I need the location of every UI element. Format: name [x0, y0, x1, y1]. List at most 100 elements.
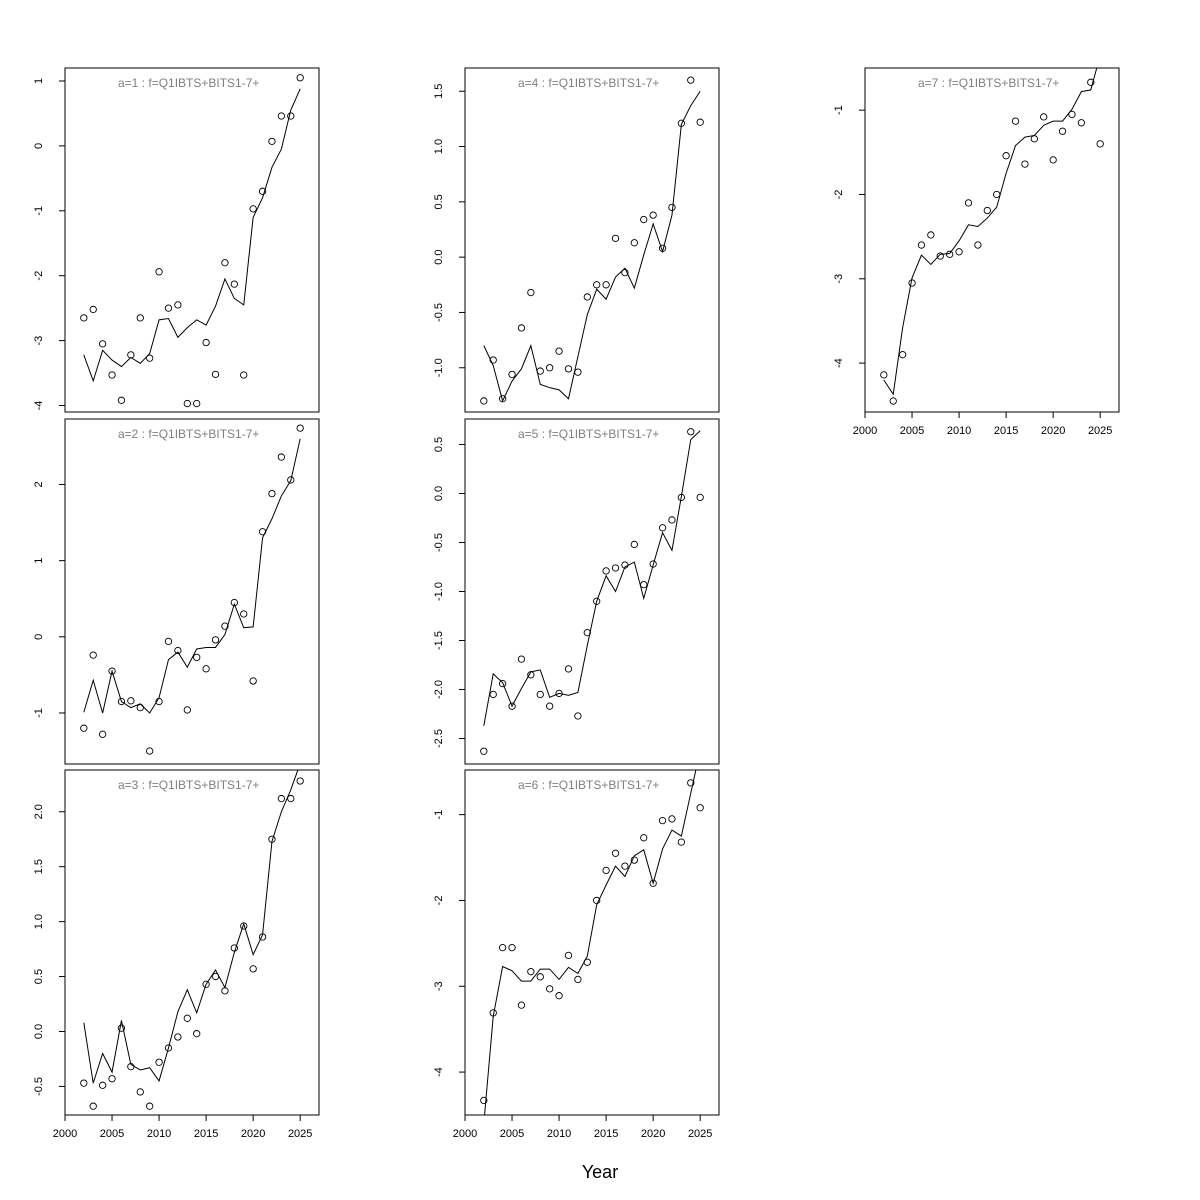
- observed-point: [480, 397, 488, 405]
- observed-point: [517, 1001, 526, 1009]
- observed-point: [1040, 113, 1048, 121]
- observed-point: [277, 794, 286, 803]
- observed-point: [687, 428, 695, 436]
- y-tick-label: -0.5: [433, 533, 445, 552]
- observed-point: [536, 690, 544, 699]
- observed-point: [668, 815, 676, 823]
- plot-area: [480, 428, 704, 755]
- observed-point: [993, 190, 1001, 199]
- observed-point: [287, 112, 295, 120]
- observed-point: [174, 646, 182, 655]
- x-tick-label: 2015: [194, 1128, 218, 1140]
- observed-point: [936, 252, 944, 260]
- panel-frame: [464, 67, 720, 413]
- y-tick-label: -2: [833, 190, 845, 200]
- plot-area: [480, 76, 704, 405]
- observed-point: [527, 968, 535, 976]
- observed-point: [1058, 127, 1067, 135]
- observed-point: [108, 1075, 116, 1083]
- y-tick-label: -1: [833, 105, 845, 115]
- fitted-line: [483, 430, 701, 726]
- observed-point: [658, 816, 667, 825]
- y-tick-label: -3: [833, 274, 845, 284]
- observed-point: [136, 314, 144, 322]
- observed-point: [174, 1033, 182, 1041]
- observed-point: [174, 301, 182, 309]
- observed-point: [668, 516, 676, 524]
- observed-point: [80, 724, 88, 732]
- y-tick-label: -2.5: [433, 729, 445, 748]
- observed-point: [287, 794, 295, 803]
- y-tick-label: 2.0: [33, 804, 45, 819]
- observed-point: [602, 567, 610, 575]
- observed-point: [1002, 152, 1010, 160]
- observed-point: [1011, 117, 1020, 125]
- panel-6: a=6 : f=Q1IBTS+BITS1-7+ -4 -3 -2 -1 2000 2005 2…: [433, 769, 720, 1140]
- observed-point: [677, 838, 686, 846]
- observed-point: [89, 651, 97, 659]
- x-tick-label: 2000: [853, 425, 877, 437]
- panel-4: a=4 : f=Q1IBTS+BITS1-7+ -1.0 -0.5 0.0 0.5 1.0…: [433, 67, 720, 413]
- observed-point: [296, 424, 304, 432]
- observed-point: [98, 340, 107, 348]
- plot-area: [480, 770, 704, 1115]
- observed-point: [668, 203, 676, 212]
- observed-point: [240, 610, 248, 618]
- x-tick-label: 2025: [688, 1128, 712, 1140]
- observed-point: [955, 248, 963, 256]
- y-tick-label: -2.0: [433, 680, 445, 699]
- observed-point: [108, 371, 116, 379]
- observed-point: [1087, 78, 1095, 86]
- observed-point: [574, 975, 582, 984]
- observed-point: [221, 259, 229, 267]
- observed-point: [983, 206, 991, 215]
- observed-point: [127, 697, 135, 705]
- observed-point: [1077, 119, 1086, 127]
- observed-point: [155, 1058, 163, 1066]
- observed-point: [202, 338, 210, 347]
- plot-area: [80, 424, 304, 755]
- observed-point: [80, 314, 88, 322]
- observed-point: [555, 992, 563, 1000]
- observed-point: [498, 679, 507, 688]
- plot-area: [80, 74, 304, 408]
- observed-point: [1021, 160, 1029, 168]
- y-tick-label: 0.5: [433, 437, 445, 452]
- y-tick-label: -3: [33, 336, 45, 346]
- y-tick-label: -2: [33, 271, 45, 281]
- observed-point: [211, 370, 220, 378]
- observed-point: [964, 199, 973, 207]
- fitted-line: [83, 770, 299, 1084]
- x-tick-label: 2005: [900, 425, 924, 437]
- observed-point: [108, 667, 116, 675]
- y-tick-label: -1.0: [433, 358, 445, 377]
- y-tick-label: 0.0: [433, 249, 445, 264]
- observed-point: [117, 396, 126, 404]
- observed-point: [89, 305, 97, 314]
- observed-point: [498, 944, 507, 952]
- observed-point: [658, 524, 667, 532]
- observed-point: [480, 747, 488, 755]
- observed-point: [249, 677, 257, 685]
- panel-title: a=6 : f=Q1IBTS+BITS1-7+: [518, 778, 659, 792]
- observed-point: [508, 370, 516, 379]
- observed-point: [155, 268, 163, 276]
- observed-point: [240, 371, 248, 379]
- y-tick-label: -0.5: [433, 303, 445, 322]
- observed-point: [193, 653, 201, 662]
- panel-1: a=1 : f=Q1IBTS+BITS1-7+ -4 -3 -2 -1 0 1: [33, 67, 320, 413]
- observed-point: [249, 205, 257, 213]
- observed-point: [1049, 156, 1057, 164]
- observed-point: [574, 712, 582, 720]
- observed-point: [193, 399, 201, 408]
- y-tick-label: 1.5: [433, 84, 445, 99]
- observed-point: [277, 112, 286, 120]
- y-tick-label: -3: [433, 981, 445, 991]
- observed-point: [296, 74, 304, 82]
- observed-point: [517, 324, 526, 332]
- y-tick-label: -1: [433, 810, 445, 820]
- observed-point: [202, 980, 210, 988]
- panel-7: a=7 : f=Q1IBTS+BITS1-7+ -4 -3 -2 -1 2000 2005 2…: [833, 67, 1120, 437]
